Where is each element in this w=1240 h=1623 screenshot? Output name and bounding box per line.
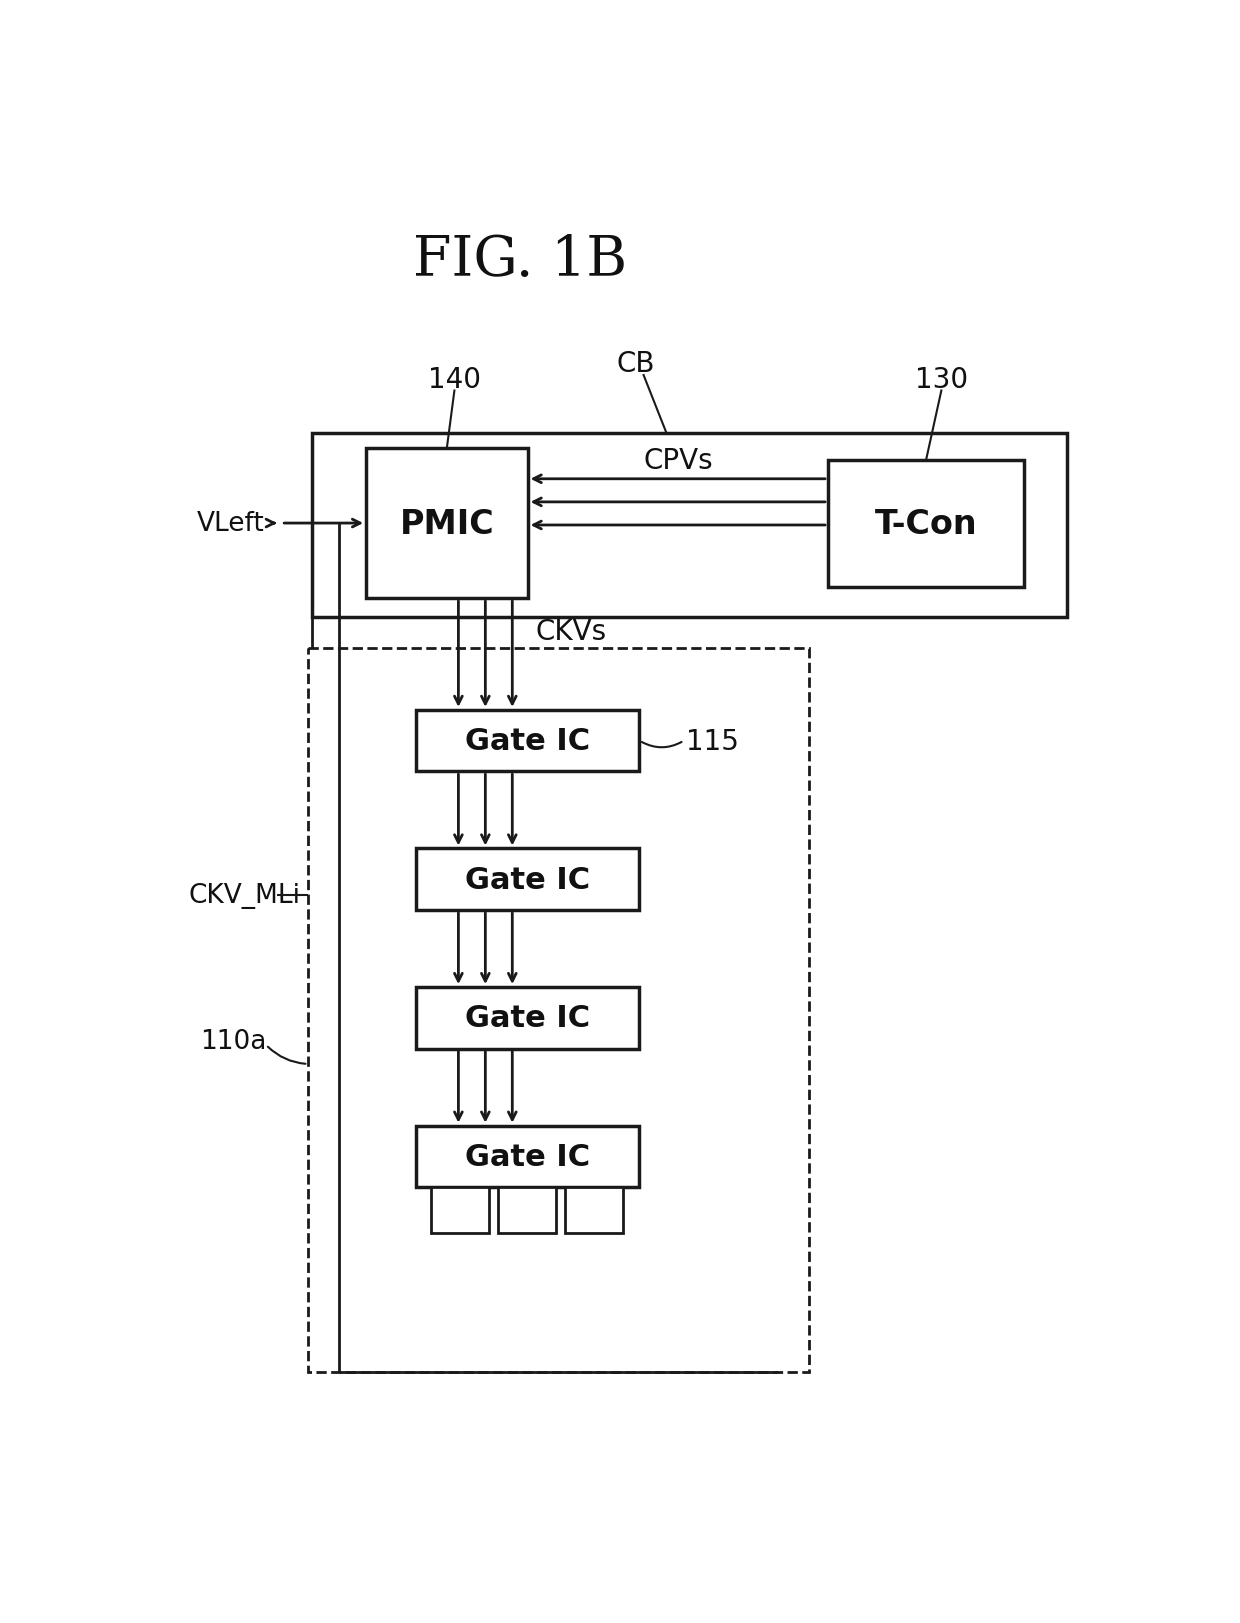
Text: Gate IC: Gate IC [465, 727, 590, 756]
Bar [366, 448, 528, 599]
Bar [432, 1188, 490, 1233]
Text: 130: 130 [915, 365, 968, 393]
Text: Gate IC: Gate IC [465, 1003, 590, 1032]
Bar [417, 849, 640, 911]
Bar [417, 1126, 640, 1188]
Bar [498, 1188, 557, 1233]
Text: CKV_MLi: CKV_MLi [188, 881, 301, 907]
Text: CKVs: CKVs [536, 618, 606, 646]
Text: VLeft: VLeft [197, 511, 264, 537]
Bar [417, 711, 640, 773]
Bar [828, 461, 1024, 588]
Text: FIG. 1B: FIG. 1B [413, 232, 627, 287]
Text: CB: CB [616, 351, 655, 378]
Text: 115: 115 [686, 727, 739, 755]
Text: Gate IC: Gate IC [465, 865, 590, 894]
Text: 140: 140 [428, 365, 481, 393]
Bar [312, 433, 1066, 618]
Bar [565, 1188, 624, 1233]
Text: T-Con: T-Con [875, 508, 977, 540]
Text: PMIC: PMIC [399, 508, 495, 540]
Bar [417, 987, 640, 1048]
Text: 110a: 110a [201, 1029, 267, 1055]
Text: CPVs: CPVs [644, 446, 713, 474]
Bar [309, 649, 808, 1371]
Text: Gate IC: Gate IC [465, 1143, 590, 1172]
